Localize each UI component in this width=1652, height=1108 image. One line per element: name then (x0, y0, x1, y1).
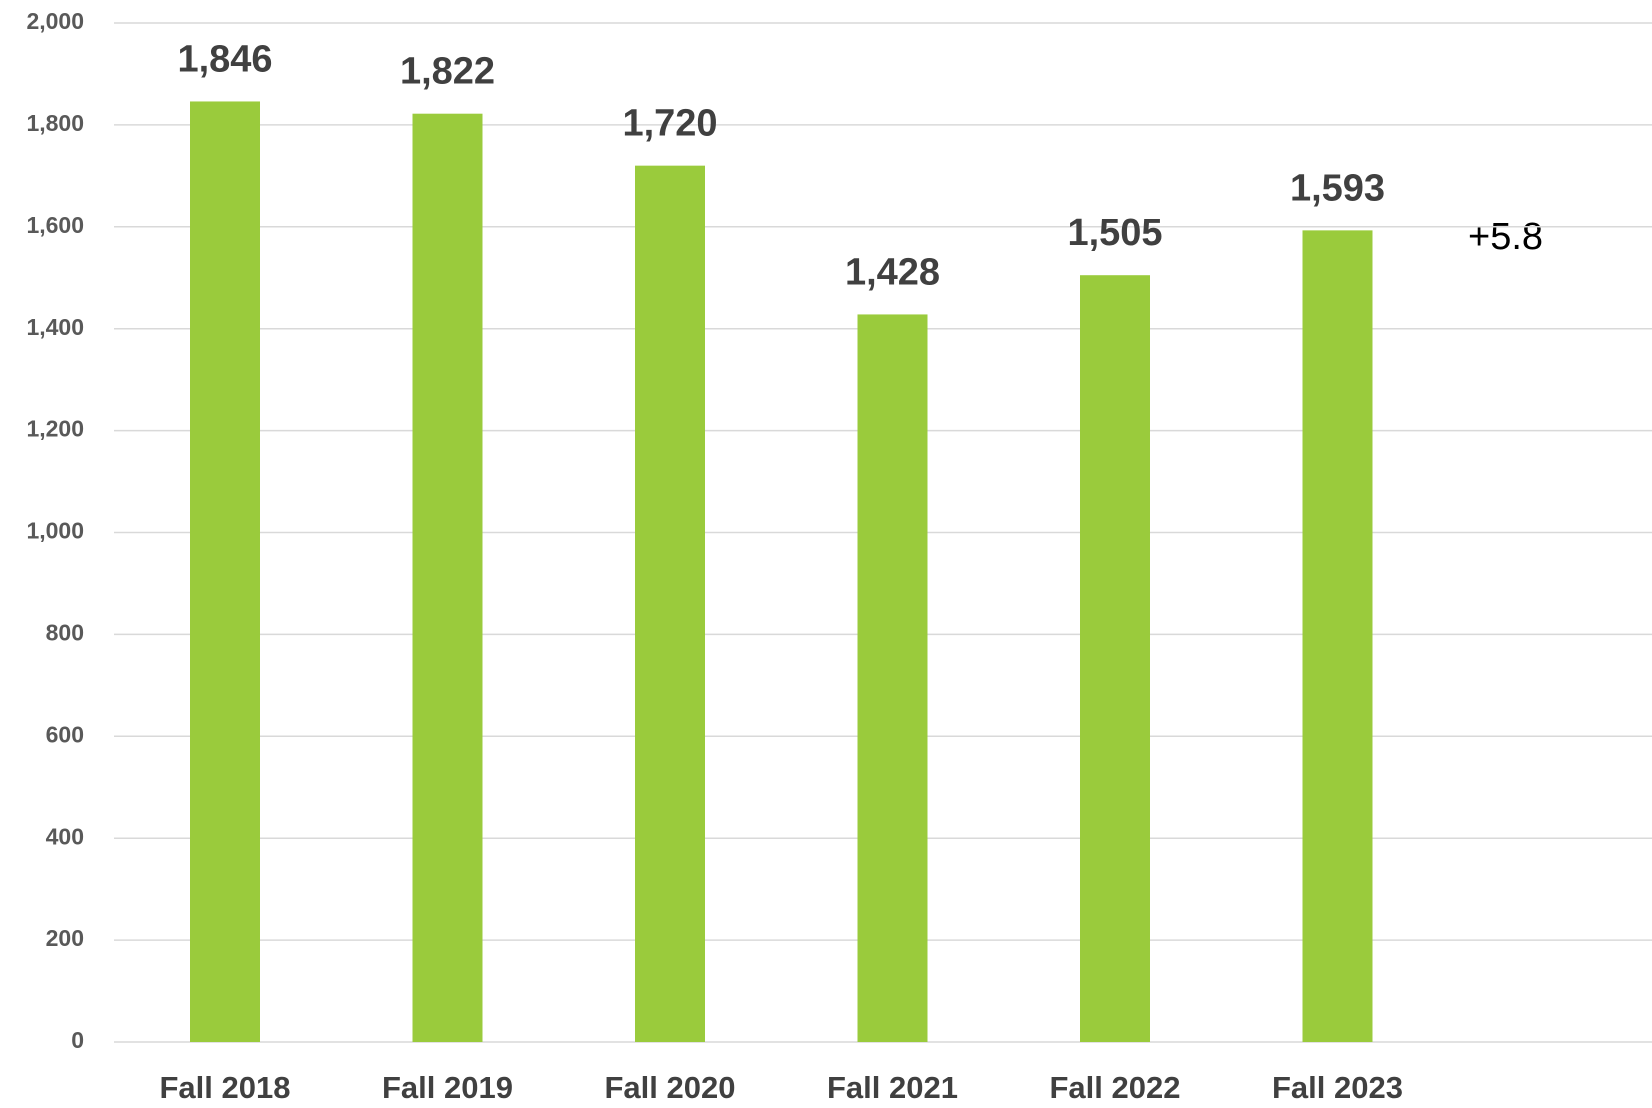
x-tick-label: Fall 2019 (382, 1070, 513, 1105)
y-tick-label: 1,800 (26, 110, 84, 136)
annotation: +5.8 (1468, 216, 1543, 258)
value-label: 1,428 (845, 251, 940, 293)
y-tick-label: 0 (71, 1027, 84, 1053)
x-tick-label: Fall 2021 (827, 1070, 958, 1105)
bar (635, 166, 705, 1042)
bar (413, 114, 483, 1042)
bar (1080, 275, 1150, 1042)
value-label: 1,822 (400, 51, 495, 93)
y-tick-label: 200 (46, 925, 84, 951)
y-tick-label: 1,400 (26, 314, 84, 340)
value-label: 1,846 (177, 38, 272, 80)
value-label: 1,505 (1067, 212, 1162, 254)
bar (190, 101, 260, 1042)
y-tick-label: 600 (46, 721, 84, 747)
y-tick-label: 1,200 (26, 416, 84, 442)
x-tick-label: Fall 2018 (160, 1070, 291, 1105)
bar (858, 314, 928, 1042)
value-label: 1,593 (1290, 167, 1385, 209)
bar (1303, 230, 1373, 1042)
value-label: 1,720 (622, 103, 717, 145)
x-tick-label: Fall 2022 (1050, 1070, 1181, 1105)
y-tick-label: 400 (46, 823, 84, 849)
x-tick-label: Fall 2020 (605, 1070, 736, 1105)
y-tick-label: 2,000 (26, 8, 84, 34)
chart: +5.8 0 200 400 600 800 1,000 1,200 1,400 1,600 1,… (0, 0, 1652, 1108)
x-tick-label: Fall 2023 (1272, 1070, 1403, 1105)
y-tick-label: 1,600 (26, 212, 84, 238)
y-tick-label: 800 (46, 619, 84, 645)
y-tick-label: 1,000 (26, 518, 84, 544)
